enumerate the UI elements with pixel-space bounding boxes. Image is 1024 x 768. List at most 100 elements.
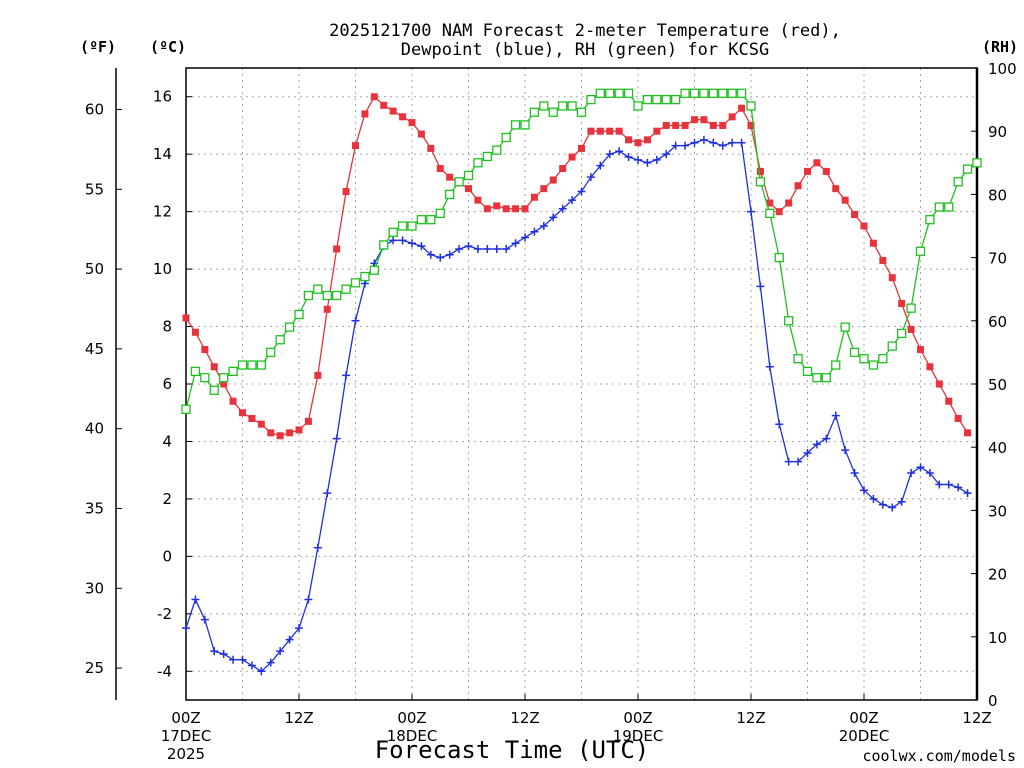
- dewpoint-point: [323, 489, 332, 498]
- temperature-point: [719, 121, 727, 129]
- rh-point: [633, 101, 643, 111]
- celsius-tick-label: 12: [153, 203, 172, 221]
- rh-point: [548, 107, 558, 117]
- dewpoint-point: [916, 463, 925, 472]
- temperature-point: [935, 380, 943, 388]
- fahrenheit-unit-label: (ºF): [80, 38, 116, 56]
- temperature-point: [879, 256, 887, 264]
- dewpoint-point: [257, 667, 266, 676]
- dewpoint-point: [398, 236, 407, 245]
- dewpoint-point: [709, 138, 718, 147]
- temperature-point: [587, 127, 595, 135]
- rh-point: [897, 328, 907, 339]
- x-tick-label: 00Z: [623, 709, 652, 727]
- temperature-point: [436, 165, 444, 173]
- temperature-point: [691, 116, 698, 124]
- dewpoint-point: [831, 411, 840, 420]
- rh-point: [407, 221, 417, 231]
- rh-point: [736, 88, 747, 98]
- rh-tick-label: 20: [988, 566, 1007, 584]
- dewpoint-point: [229, 655, 238, 664]
- rh-point: [595, 88, 605, 98]
- x-tick-label: 00Z: [171, 709, 200, 727]
- temperature-point: [257, 420, 265, 428]
- x-tick-year: 2025: [167, 745, 205, 763]
- temperature-point: [747, 121, 755, 129]
- temperature-point: [822, 167, 830, 175]
- x-tick-label: 12Z: [510, 709, 539, 727]
- rh-point: [586, 94, 596, 105]
- celsius-tick-label: 2: [162, 490, 172, 508]
- dewpoint-point: [511, 239, 520, 248]
- dewpoint-point: [577, 187, 586, 196]
- dewpoint-point: [247, 661, 256, 670]
- dewpoint-line: [185, 139, 968, 673]
- x-tick-date: 19DEC: [613, 727, 664, 745]
- temperature-point: [333, 245, 341, 253]
- temperature-point: [248, 414, 256, 422]
- fahrenheit-tick-label: 45: [85, 340, 104, 358]
- dewpoint-point: [765, 362, 774, 371]
- rh-point: [802, 366, 813, 377]
- rh-point: [558, 101, 568, 111]
- rh-point: [605, 88, 615, 98]
- rh-point: [529, 107, 540, 117]
- dewpoint-point: [502, 244, 511, 253]
- rh-tick-label: 30: [988, 502, 1007, 520]
- temperature-point: [907, 325, 915, 333]
- x-tick-label: 12Z: [736, 709, 765, 727]
- dewpoint-point: [615, 147, 624, 156]
- temperature-point: [483, 205, 491, 213]
- x-tick-date: 17DEC: [161, 727, 212, 745]
- dewpoint-point: [436, 253, 445, 262]
- temperature-point: [474, 196, 482, 204]
- temperature-point: [182, 314, 190, 322]
- rh-point: [765, 208, 775, 219]
- chart-subtitle: Dewpoint (blue), RH (green) for KCSG: [401, 40, 769, 60]
- rh-point: [510, 120, 521, 130]
- dewpoint-point: [812, 440, 821, 449]
- rh-point: [915, 246, 926, 256]
- dewpoint-point: [238, 655, 247, 664]
- dewpoint-point: [737, 138, 746, 147]
- temperature-point: [286, 429, 294, 437]
- rh-point: [416, 215, 427, 225]
- celsius-tick-label: 8: [162, 318, 172, 336]
- fahrenheit-tick-label: 50: [85, 260, 104, 278]
- series-layer: [181, 88, 982, 676]
- dewpoint-point: [935, 480, 944, 489]
- rh-point: [642, 94, 653, 105]
- dewpoint-point: [549, 213, 558, 222]
- celsius-tick-label: -4: [157, 662, 172, 680]
- rh-point: [369, 265, 379, 275]
- dewpoint-point: [586, 173, 595, 182]
- temperature-point: [596, 127, 604, 135]
- dewpoint-point: [313, 543, 322, 552]
- rh-point: [906, 303, 916, 313]
- dewpoint-point: [954, 483, 963, 492]
- temperature-point: [342, 188, 350, 196]
- temperature-point: [568, 153, 576, 161]
- rh-point: [445, 189, 455, 200]
- celsius-tick-label: -2: [157, 605, 172, 623]
- temperature-point: [408, 119, 416, 127]
- dewpoint-point: [568, 196, 577, 205]
- celsius-tick-label: 14: [153, 145, 172, 163]
- rh-tick-label: 80: [988, 186, 1007, 204]
- rh-point: [266, 347, 276, 358]
- temperature-point: [700, 116, 708, 124]
- dewpoint-point: [822, 434, 831, 443]
- temperature-point: [578, 144, 585, 152]
- temperature-point: [267, 429, 275, 437]
- rh-point: [435, 208, 445, 219]
- temperature-point: [888, 274, 896, 282]
- temperature-point: [210, 363, 218, 371]
- rh-point: [463, 170, 474, 181]
- dewpoint-point: [888, 503, 897, 512]
- rh-point: [661, 94, 671, 105]
- rh-point: [774, 252, 784, 263]
- rh-point: [755, 177, 766, 187]
- temperature-point: [832, 185, 840, 193]
- rh-point: [426, 215, 436, 225]
